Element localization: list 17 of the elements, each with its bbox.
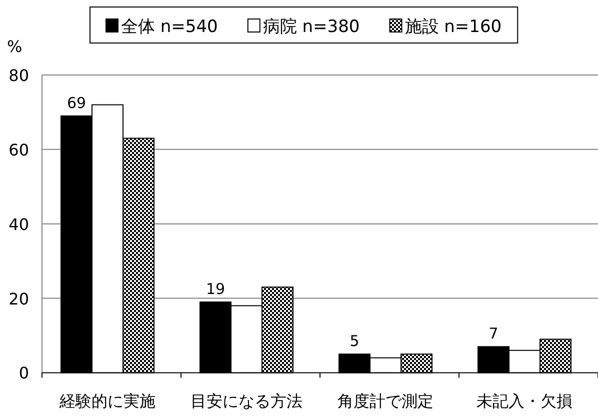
legend-label: 全体 n=540 xyxy=(121,17,218,37)
x-tick-label: 未記入・欠損 xyxy=(476,392,572,411)
legend-label: 施設 n=160 xyxy=(404,17,502,37)
x-tick-label: 目安になる方法 xyxy=(190,392,302,411)
y-tick-label: 60 xyxy=(8,140,29,160)
data-label: 5 xyxy=(350,332,360,350)
data-label: 69 xyxy=(66,94,86,112)
x-tick-label: 経験的に実施 xyxy=(58,392,156,411)
y-tick-label: 20 xyxy=(8,289,29,308)
y-tick-label: 40 xyxy=(8,214,29,234)
data-label: 7 xyxy=(488,324,498,343)
data-label: 19 xyxy=(206,280,226,298)
y-axis-title: % xyxy=(7,37,22,56)
legend-label: 病院 n=380 xyxy=(262,17,360,37)
y-tick-label: 80 xyxy=(8,66,29,85)
y-tick-label: 0 xyxy=(18,364,29,383)
x-tick-label: 角度計で測定 xyxy=(338,392,434,411)
